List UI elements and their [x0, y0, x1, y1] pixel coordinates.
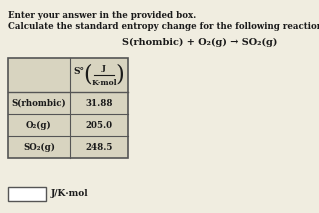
Text: J: J: [102, 64, 106, 72]
Text: ): ): [115, 64, 124, 86]
Text: (: (: [84, 64, 92, 86]
Text: 31.88: 31.88: [85, 98, 113, 108]
Text: S°: S°: [73, 68, 84, 76]
Text: S(rhombic) + O₂(g) → SO₂(g): S(rhombic) + O₂(g) → SO₂(g): [122, 38, 278, 47]
Text: 248.5: 248.5: [85, 142, 113, 151]
Text: SO₂(g): SO₂(g): [23, 142, 55, 152]
Text: J/K·mol: J/K·mol: [51, 190, 89, 199]
Bar: [8, 58, 128, 158]
Bar: [8, 187, 46, 201]
Text: 205.0: 205.0: [85, 121, 113, 130]
Text: S(rhombic): S(rhombic): [11, 98, 66, 108]
Text: Enter your answer in the provided box.: Enter your answer in the provided box.: [8, 11, 196, 20]
Text: O₂(g): O₂(g): [26, 120, 52, 130]
Text: K·mol: K·mol: [91, 79, 117, 87]
Text: Calculate the standard entropy change for the following reaction at 25°C.: Calculate the standard entropy change fo…: [8, 22, 319, 31]
